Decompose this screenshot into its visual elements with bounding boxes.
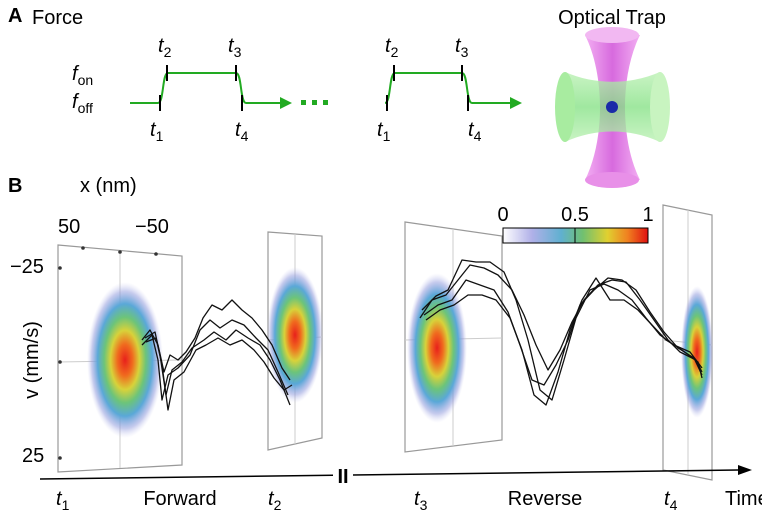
- label-subscript: 1: [156, 128, 164, 144]
- y-tick-label: −25: [10, 256, 44, 278]
- bead: [606, 101, 618, 113]
- beam-end: [555, 72, 575, 142]
- label-base: t: [56, 488, 63, 510]
- time-ticks: [159, 65, 469, 111]
- axis-dots: [58, 246, 158, 460]
- time-label: t4: [235, 119, 249, 144]
- label-subscript: 4: [474, 128, 482, 144]
- beam-end: [585, 27, 639, 43]
- axis-break: II: [337, 466, 348, 488]
- panel-title: Force: [32, 7, 83, 29]
- label-base: t: [158, 35, 165, 57]
- label-subscript: 3: [420, 497, 428, 513]
- time-axis-title: Time: [725, 488, 762, 510]
- force-trace: [130, 72, 510, 104]
- label-base: t: [228, 35, 235, 57]
- colorbar-tick-label: 0: [497, 204, 508, 226]
- label-subscript: 4: [241, 128, 249, 144]
- beam-end: [585, 172, 639, 188]
- x-axis-title: x (nm): [80, 175, 137, 197]
- colorbar-tick-label: 1: [642, 204, 653, 226]
- label-base: t: [377, 119, 384, 141]
- time-label: t4: [664, 488, 678, 513]
- time-label: t1: [150, 119, 164, 144]
- label-base: t: [414, 488, 421, 510]
- colorbar-tick-label: 0.5: [561, 204, 589, 226]
- f-on-label: fon: [72, 63, 93, 88]
- ellipsis: [301, 100, 328, 105]
- label-base: t: [468, 119, 475, 141]
- arrow: [738, 465, 752, 475]
- beam-end: [650, 72, 670, 142]
- time-label: t3: [455, 35, 469, 60]
- label-base: t: [150, 119, 157, 141]
- label-base: t: [268, 488, 275, 510]
- label-base: t: [455, 35, 462, 57]
- arrow: [510, 97, 522, 109]
- label-subscript: 2: [164, 44, 172, 60]
- label-subscript: 2: [391, 44, 399, 60]
- label-subscript: 2: [274, 497, 282, 513]
- time-label: t3: [228, 35, 242, 60]
- time-axis: [39, 469, 739, 480]
- panel-label: B: [8, 175, 22, 197]
- density: [87, 282, 163, 438]
- trap-title: Optical Trap: [558, 7, 666, 29]
- time-label: t2: [268, 488, 282, 513]
- density: [267, 267, 323, 403]
- label-base: t: [664, 488, 671, 510]
- time-label: t3: [414, 488, 428, 513]
- time-label: t4: [468, 119, 482, 144]
- axis-break-bg: [333, 466, 353, 484]
- time-label: t1: [56, 488, 70, 513]
- phase-label: Forward: [143, 488, 216, 510]
- planes: [57, 204, 713, 481]
- time-label: t1: [377, 119, 391, 144]
- f-off-label: foff: [72, 91, 93, 116]
- label-subscript: 1: [383, 128, 391, 144]
- x-tick-label: −50: [135, 216, 169, 238]
- density: [681, 286, 713, 418]
- y-axis-title: v (mm/s): [21, 321, 43, 399]
- label-subscript: 4: [670, 497, 678, 513]
- label-subscript: 3: [234, 44, 242, 60]
- y-tick-label: 25: [22, 445, 44, 467]
- time-label: t2: [158, 35, 172, 60]
- x-tick-label: 50: [58, 216, 80, 238]
- phase-label: Reverse: [508, 488, 582, 510]
- label-base: t: [385, 35, 392, 57]
- label-subscript: 1: [62, 497, 70, 513]
- panel-label: A: [8, 5, 22, 27]
- density: [407, 273, 467, 423]
- label-subscript: 3: [461, 44, 469, 60]
- arrow: [280, 97, 292, 109]
- time-label: t2: [385, 35, 399, 60]
- label-base: t: [235, 119, 242, 141]
- trajectories: [141, 259, 703, 411]
